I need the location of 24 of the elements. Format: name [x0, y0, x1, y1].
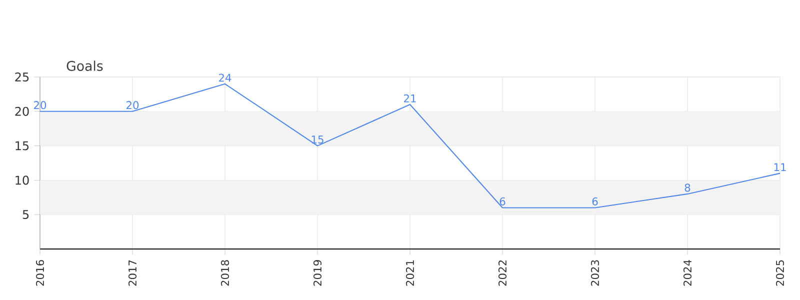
x-tick-label: 2018	[220, 260, 230, 286]
y-tick-label: 20	[15, 106, 29, 116]
y-axis-title: Goals	[66, 60, 103, 71]
data-label: 24	[218, 74, 232, 82]
data-label: 15	[312, 136, 324, 144]
y-tick-label: 5	[22, 210, 29, 220]
x-tick-label: 2019	[313, 260, 322, 286]
data-label: 6	[592, 197, 598, 206]
x-tick-label: 2025	[776, 260, 784, 286]
y-tick-label: 15	[16, 141, 29, 150]
y-tick-label: 10	[16, 176, 29, 185]
x-tick-label: 2024	[683, 260, 692, 286]
y-tick-label: 25	[15, 72, 29, 82]
x-tick-label: 2021	[406, 260, 414, 286]
data-label: 20	[126, 101, 139, 110]
x-tick-label: 2016	[36, 260, 44, 286]
data-label: 20	[34, 101, 46, 110]
data-label: 6	[500, 197, 506, 206]
data-label: 11	[774, 163, 786, 172]
data-label: 8	[684, 184, 690, 192]
x-tick-label: 2022	[498, 260, 507, 286]
data-label: 21	[404, 94, 416, 102]
x-tick-label: 2017	[128, 260, 137, 286]
x-tick-label: 2023	[590, 260, 600, 286]
